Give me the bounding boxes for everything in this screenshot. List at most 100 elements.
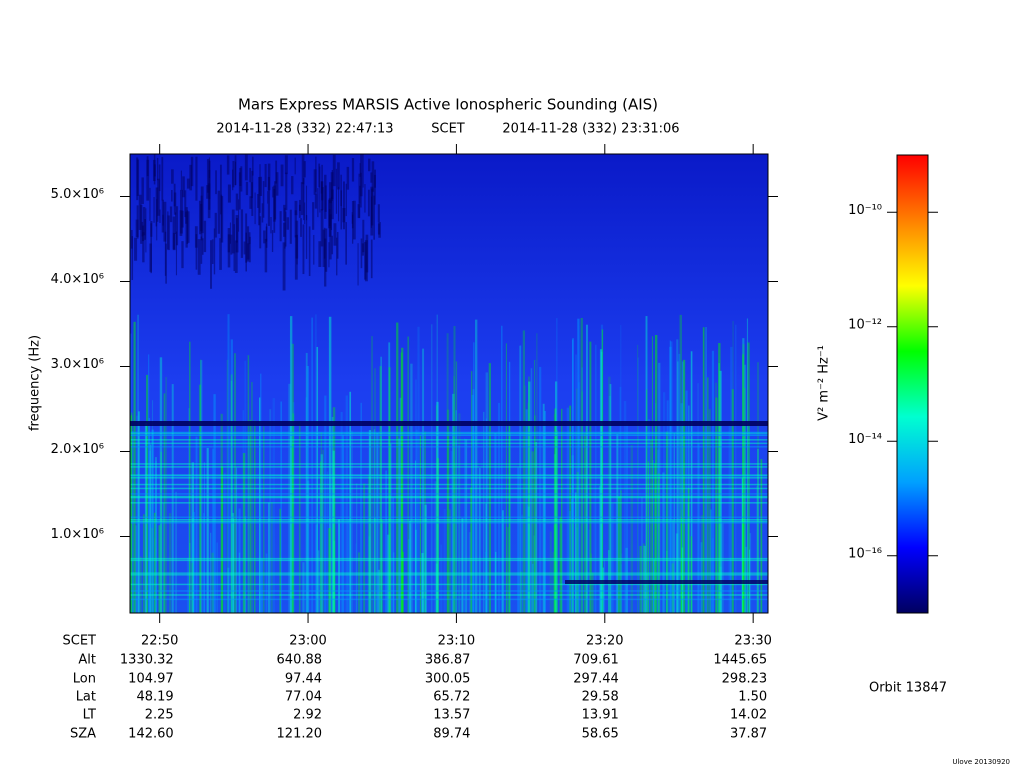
spectrogram-streak — [213, 228, 216, 275]
spectrogram-streak — [630, 444, 633, 613]
spectrogram-streak — [291, 443, 294, 613]
spectrogram-streak — [554, 408, 557, 613]
spectrogram-streak — [756, 485, 758, 613]
spectrogram-streak — [400, 352, 403, 613]
spectrogram-streak — [434, 481, 437, 613]
spectrogram-streak — [351, 214, 354, 244]
spectrogram-band — [130, 442, 768, 445]
spectrogram-streak — [741, 518, 745, 613]
spectrogram-streak — [217, 190, 221, 234]
spectrogram-streak — [285, 172, 288, 211]
ephemeris-value: 58.65 — [582, 727, 619, 742]
spectrogram-streak — [600, 324, 604, 613]
spectrogram-streak — [215, 170, 217, 195]
spectrogram-streak — [742, 344, 745, 613]
spectrogram-streak — [320, 454, 323, 613]
spectrogram-band — [130, 574, 768, 576]
spectrogram-streak — [318, 163, 321, 188]
spectrogram-streak — [642, 543, 645, 613]
spectrogram-streak — [409, 521, 411, 613]
spectrogram-streak — [207, 183, 211, 219]
spectrogram-streak — [450, 450, 453, 613]
spectrogram-streak — [300, 182, 304, 216]
colorbar-tick-label: 10⁻¹² — [848, 317, 882, 332]
spectrogram-streak — [370, 196, 373, 228]
spectrogram-streak — [206, 447, 209, 613]
spectrogram-streak — [238, 199, 240, 232]
spectrogram-streak — [520, 571, 522, 613]
spectrogram-streak — [130, 230, 133, 249]
ephemeris-value: 48.19 — [136, 690, 173, 705]
spectrogram-streak — [373, 195, 375, 240]
spectrogram-streak — [191, 462, 195, 613]
spectrogram-streak — [208, 160, 211, 200]
spectrogram-streak — [328, 528, 331, 613]
spectrogram-streak — [619, 386, 622, 613]
spectrogram-streak — [435, 563, 438, 613]
spectrogram-streak — [501, 325, 503, 613]
spectrogram-streak — [219, 164, 222, 215]
spectrogram-streak — [192, 511, 195, 613]
spectrogram-streak — [436, 401, 439, 613]
spectrogram-streak — [130, 333, 132, 613]
spectrogram-streak — [576, 527, 578, 613]
spectrogram-streak — [296, 234, 298, 265]
spectrogram-band — [130, 421, 768, 426]
spectrogram-streak — [478, 467, 481, 613]
spectrogram-streak — [211, 552, 214, 613]
spectrogram-streak — [169, 513, 172, 613]
spectrogram-streak — [502, 510, 504, 613]
spectrogram-streak — [355, 543, 357, 613]
spectrogram-streak — [279, 211, 282, 242]
spectrogram-streak — [157, 178, 160, 216]
spectrogram-streak — [654, 463, 656, 613]
spectrogram-streak — [227, 184, 231, 203]
spectrogram-streak — [195, 436, 198, 613]
spectrogram-streak — [646, 572, 649, 613]
spectrogram-streak — [203, 462, 205, 613]
spectrogram-streak — [198, 200, 202, 235]
spectrogram-streak — [234, 240, 238, 273]
spectrogram-streak — [338, 519, 340, 613]
spectrogram-streak — [186, 210, 189, 245]
spectrogram-streak — [262, 181, 265, 218]
spectrogram-band — [130, 572, 768, 574]
spectrogram-streak — [169, 206, 173, 223]
spectrogram-streak — [528, 376, 530, 613]
spectrogram-streak — [171, 384, 174, 613]
spectrogram-streak — [376, 444, 379, 613]
spectrogram-streak — [615, 501, 617, 613]
spectrogram-streak — [601, 329, 604, 613]
spectrogram-streak — [542, 403, 545, 613]
spectrogram-streak — [340, 190, 343, 230]
spectrogram-streak — [158, 164, 161, 192]
spectrogram-streak — [291, 176, 294, 195]
spectrogram-band — [130, 474, 768, 476]
spectrogram-band — [130, 477, 768, 479]
spectrogram-streak — [552, 552, 555, 613]
spectrogram-streak — [741, 478, 743, 613]
spectrogram-streak — [254, 192, 256, 225]
spectrogram-streak — [576, 388, 578, 613]
spectrogram-streak — [195, 156, 198, 201]
spectrogram-streak — [294, 200, 298, 216]
spectrogram-streak — [243, 241, 246, 255]
spectrogram-streak — [677, 361, 679, 613]
spectrogram-band — [130, 516, 768, 518]
spectrogram-streak — [227, 234, 231, 268]
spectrogram-streak — [232, 160, 235, 188]
spectrogram-streak — [531, 563, 534, 613]
spectrogram-streak — [574, 492, 577, 613]
x-tick-label: 23:00 — [289, 634, 326, 649]
spectrogram-streak — [647, 461, 649, 613]
spectrogram-streak — [682, 359, 686, 613]
spectrogram-streak — [368, 475, 371, 613]
spectrogram-streak — [320, 209, 324, 247]
spectrogram-streak — [543, 467, 546, 613]
spectrogram-streak — [484, 551, 488, 613]
spectrogram-streak — [238, 552, 241, 613]
spectrogram-streak — [219, 238, 222, 270]
spectrogram-streak — [389, 443, 392, 613]
spectrogram-streak — [226, 155, 230, 175]
